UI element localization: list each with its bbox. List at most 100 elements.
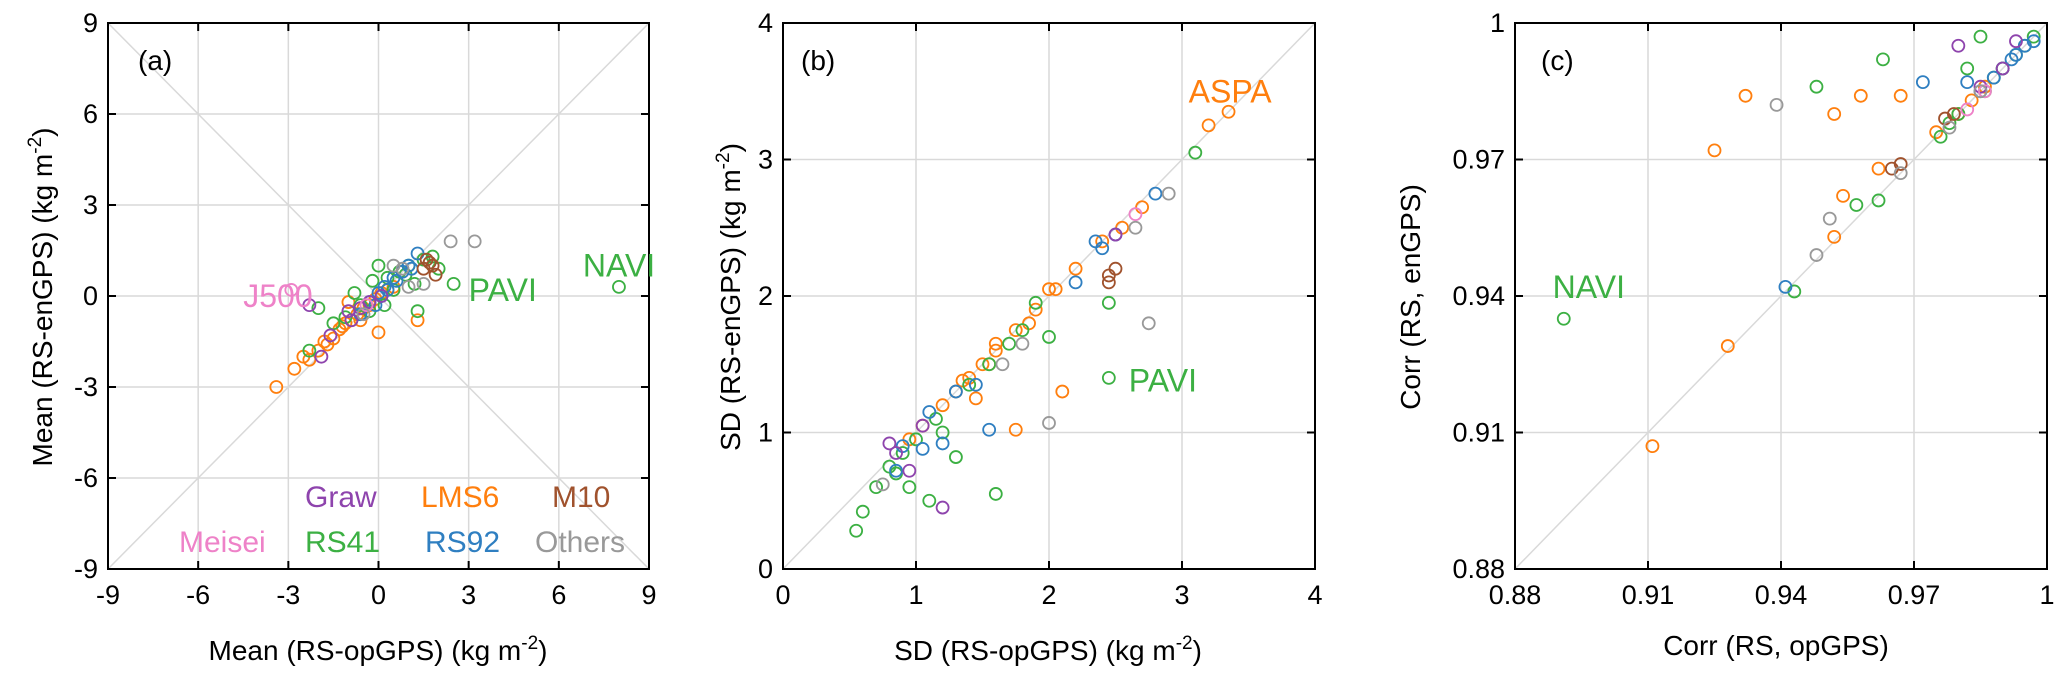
data-point xyxy=(1707,143,1722,158)
data-point xyxy=(365,273,380,288)
panel-c: (c) Corr (RS, opGPS) Corr (RS, enGPS) 0.… xyxy=(1395,8,2055,661)
data-point xyxy=(377,279,392,294)
data-point xyxy=(446,276,461,291)
x-tick-label: 0.91 xyxy=(1622,580,1675,610)
series-others xyxy=(356,234,482,322)
legend-entry-m10: M10 xyxy=(552,481,610,514)
data-point xyxy=(410,313,425,328)
data-point xyxy=(1893,157,1908,171)
x-tick-label: 1 xyxy=(2039,580,2054,610)
data-point xyxy=(1986,70,2001,85)
x-tick-label: 4 xyxy=(1307,580,1322,610)
legend-entry-rs92: RS92 xyxy=(425,526,500,559)
legend-entry-graw: Graw xyxy=(305,481,377,514)
data-point xyxy=(344,313,359,328)
x-tick-label: 9 xyxy=(641,580,656,610)
data-point xyxy=(284,283,299,297)
data-point xyxy=(1809,248,1824,262)
series-meisei xyxy=(1128,207,1143,222)
panel-label: (b) xyxy=(801,45,835,76)
x-tick-label: 0.88 xyxy=(1489,580,1542,610)
data-point xyxy=(1809,79,1824,94)
data-point xyxy=(895,446,910,460)
data-point xyxy=(1068,275,1083,290)
x-tick-label: 0 xyxy=(775,580,790,610)
data-point xyxy=(2009,34,2023,49)
series-graw xyxy=(882,227,1123,515)
y-tick-label: -3 xyxy=(74,372,98,402)
data-point xyxy=(935,425,950,440)
data-point xyxy=(1042,416,1056,430)
data-point xyxy=(314,349,329,364)
data-point xyxy=(356,307,371,322)
y-tick-label: 0 xyxy=(83,281,98,311)
data-point xyxy=(1221,104,1236,119)
data-point xyxy=(422,255,437,270)
y-tick-label: 0.91 xyxy=(1452,418,1505,448)
x-tick-label: 3 xyxy=(1174,580,1189,610)
data-point xyxy=(1849,198,1864,212)
data-point xyxy=(949,384,963,399)
data-point xyxy=(915,418,930,433)
data-point xyxy=(1933,129,1948,144)
data-point xyxy=(1973,29,1988,44)
data-point xyxy=(311,301,326,316)
x-tick-label: -6 xyxy=(186,580,210,610)
data-point xyxy=(428,267,443,282)
data-point xyxy=(2009,47,2023,62)
data-point xyxy=(1201,118,1216,133)
y-tick-label: -9 xyxy=(74,554,98,584)
data-point xyxy=(467,234,482,249)
y-tick-label: -6 xyxy=(74,463,98,493)
reference-line-y-eq-x xyxy=(1514,22,2048,570)
data-point xyxy=(1871,161,1886,176)
data-point xyxy=(2004,52,2019,67)
data-point xyxy=(1876,52,1890,67)
data-point xyxy=(1148,186,1163,201)
data-point xyxy=(855,504,870,519)
reference-line-y-eq-minus-x xyxy=(107,22,650,570)
data-point xyxy=(902,480,917,495)
x-axis-label: Corr (RS, opGPS) xyxy=(1663,630,1889,661)
data-point xyxy=(1135,200,1149,215)
data-point xyxy=(1022,316,1036,331)
data-point xyxy=(1042,330,1056,344)
legend-entry-meisei: Meisei xyxy=(179,526,266,559)
data-point xyxy=(982,357,997,372)
panel-b: (b) SD (RS-opGPS) (kg m-2) SD (RS-enGPS)… xyxy=(713,8,1323,666)
series-others xyxy=(875,186,1176,492)
data-point xyxy=(909,432,923,447)
data-point xyxy=(362,295,377,309)
data-point xyxy=(889,466,903,481)
y-tick-label: 6 xyxy=(83,99,98,129)
data-point xyxy=(347,286,362,300)
data-point xyxy=(371,258,386,273)
series-m10 xyxy=(416,252,443,282)
data-point xyxy=(1978,79,1992,94)
y-axis-label: Mean (RS-enGPS) (kg m-2) xyxy=(25,128,58,467)
panel-label: (c) xyxy=(1541,45,1574,76)
legend: Graw LMS6 M10 Meisei RS41 RS92 Others xyxy=(179,481,625,559)
y-tick-label: 0 xyxy=(758,554,773,584)
data-point xyxy=(982,422,997,437)
data-point xyxy=(1947,107,1961,121)
x-tick-label: -3 xyxy=(276,580,300,610)
data-point xyxy=(949,450,963,464)
data-point xyxy=(869,480,883,495)
data-point xyxy=(1960,102,1975,117)
data-point xyxy=(988,336,1003,351)
data-point xyxy=(935,500,950,515)
y-tick-label: 0.88 xyxy=(1452,554,1505,584)
data-point xyxy=(1115,220,1130,235)
data-point xyxy=(849,523,864,538)
data-point xyxy=(1738,88,1753,103)
data-point xyxy=(1101,295,1116,310)
data-point xyxy=(975,357,990,372)
data-point xyxy=(875,477,890,492)
x-tick-label: 6 xyxy=(551,580,566,610)
data-point xyxy=(1822,211,1837,226)
x-axis-label: SD (RS-opGPS) (kg m-2) xyxy=(894,633,1202,666)
y-tick-label: 4 xyxy=(758,8,773,38)
annotation-j500: J500 xyxy=(243,278,312,314)
data-point xyxy=(425,258,440,273)
